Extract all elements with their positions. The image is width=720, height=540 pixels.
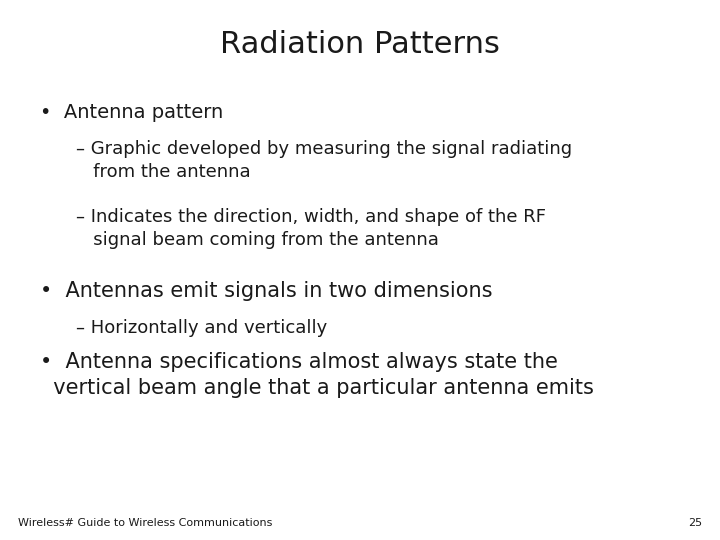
Text: 25: 25 xyxy=(688,518,702,528)
Text: •  Antenna specifications almost always state the
  vertical beam angle that a p: • Antenna specifications almost always s… xyxy=(40,352,593,397)
Text: Wireless# Guide to Wireless Communications: Wireless# Guide to Wireless Communicatio… xyxy=(18,518,272,528)
Text: •  Antenna pattern: • Antenna pattern xyxy=(40,103,223,122)
Text: – Horizontally and vertically: – Horizontally and vertically xyxy=(76,319,327,336)
Text: – Indicates the direction, width, and shape of the RF
   signal beam coming from: – Indicates the direction, width, and sh… xyxy=(76,208,546,249)
Text: – Graphic developed by measuring the signal radiating
   from the antenna: – Graphic developed by measuring the sig… xyxy=(76,140,572,181)
Text: Radiation Patterns: Radiation Patterns xyxy=(220,30,500,59)
Text: •  Antennas emit signals in two dimensions: • Antennas emit signals in two dimension… xyxy=(40,281,492,301)
